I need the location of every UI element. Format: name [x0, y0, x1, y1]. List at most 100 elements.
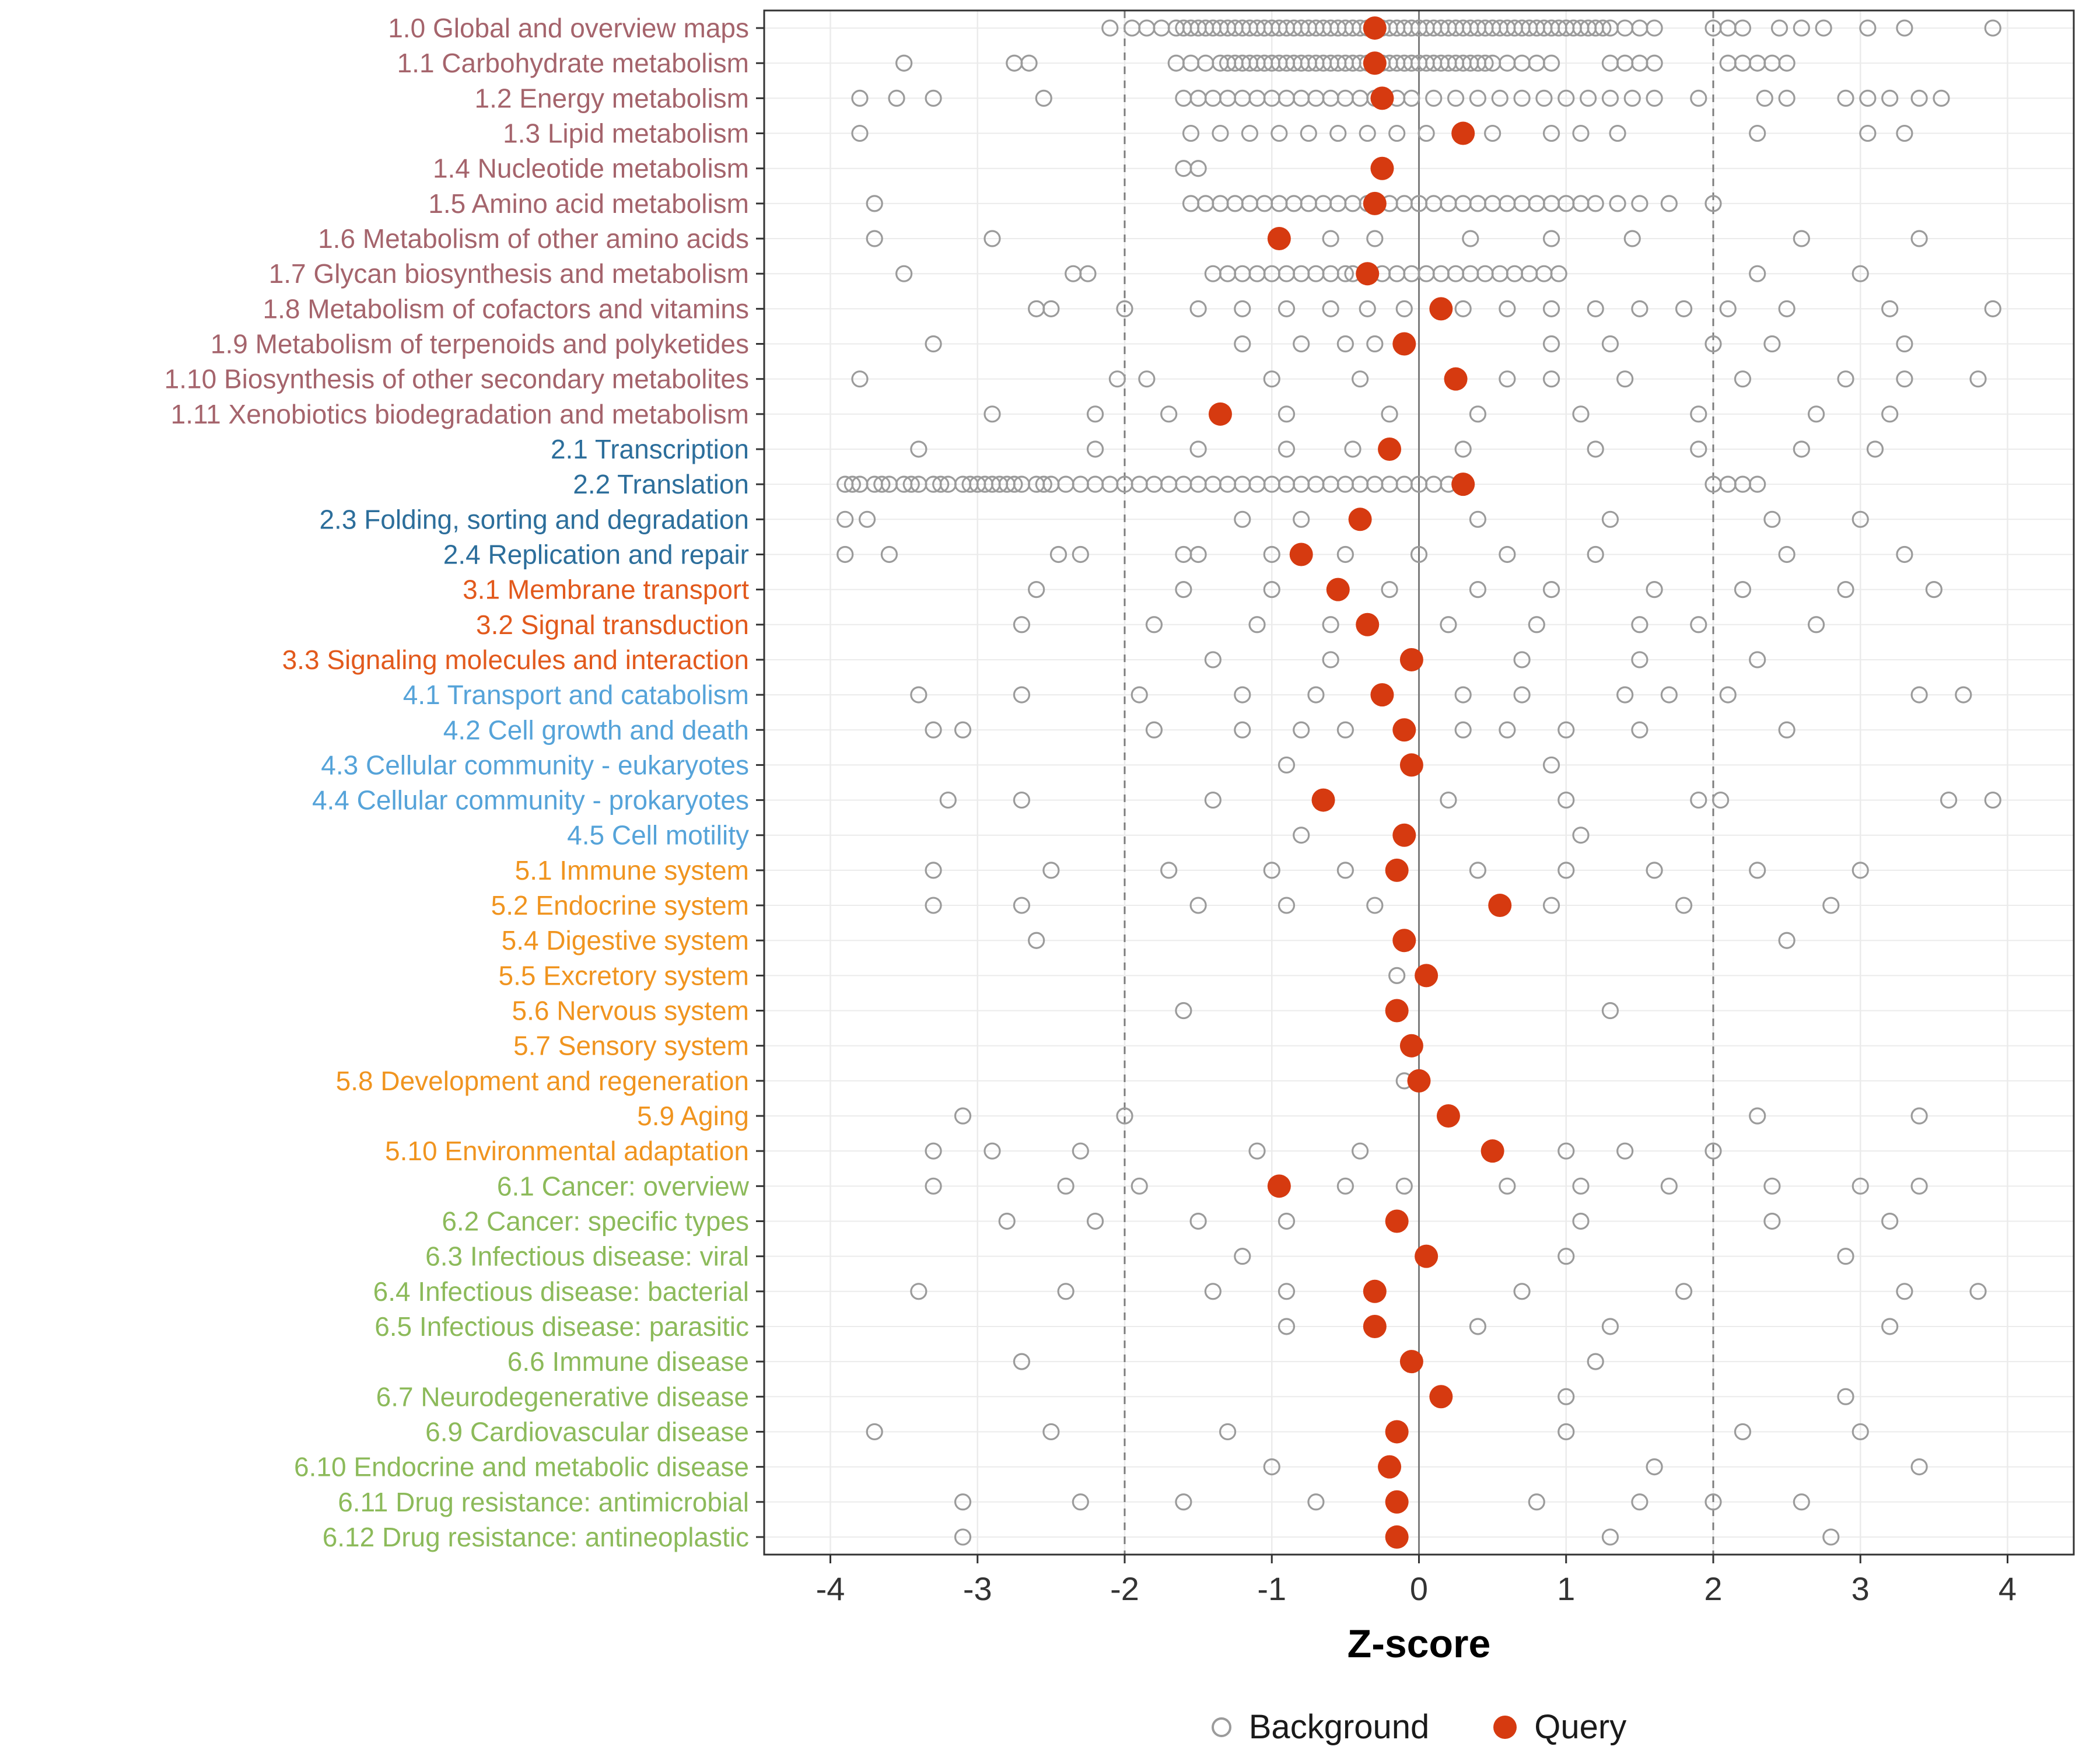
background-point — [1558, 1388, 1575, 1405]
background-point — [1807, 616, 1825, 634]
background-point — [1189, 897, 1207, 914]
y-axis-label: 6.10 Endocrine and metabolic disease — [294, 1452, 749, 1482]
y-axis-label: 2.2 Translation — [573, 469, 749, 499]
background-point — [1881, 1318, 1899, 1335]
background-point — [1910, 1107, 1928, 1125]
query-point — [1378, 437, 1402, 461]
background-point — [1690, 791, 1707, 809]
background-point — [1219, 1423, 1237, 1441]
background-point — [1336, 862, 1354, 879]
x-tick-label: -4 — [816, 1570, 845, 1607]
background-point — [1138, 370, 1156, 388]
query-point — [1348, 508, 1372, 531]
y-axis-label: 1.11 Xenobiotics biodegradation and meta… — [171, 399, 749, 429]
background-point — [1704, 1142, 1722, 1160]
background-point — [1454, 300, 1472, 317]
background-point — [1189, 440, 1207, 458]
background-point — [954, 1493, 972, 1511]
background-point — [851, 89, 869, 107]
y-axis-label: 1.8 Metabolism of cofactors and vitamins — [263, 293, 749, 324]
background-point — [1499, 1177, 1516, 1195]
background-point — [1278, 300, 1296, 317]
background-point — [1388, 124, 1406, 142]
background-point — [1263, 1458, 1280, 1476]
background-point — [1042, 1423, 1060, 1441]
query-point — [1326, 578, 1350, 601]
background-point — [1042, 862, 1060, 879]
y-axis-label: 4.2 Cell growth and death — [443, 715, 749, 745]
y-axis-label: 1.2 Energy metabolism — [475, 83, 749, 113]
background-point — [1469, 1318, 1486, 1335]
background-point — [1049, 545, 1068, 564]
background-point — [1896, 124, 1913, 142]
background-point — [1896, 19, 1913, 37]
background-point — [1469, 510, 1486, 528]
background-point-icon — [1211, 1717, 1231, 1737]
background-point — [1601, 335, 1619, 353]
background-point — [1881, 1212, 1899, 1230]
background-point — [1513, 651, 1531, 668]
background-point — [1756, 89, 1773, 107]
y-axis-label: 6.2 Cancer: specific types — [442, 1206, 749, 1236]
background-point — [1425, 89, 1443, 107]
background-point — [1542, 897, 1560, 914]
background-point — [1469, 89, 1486, 107]
background-point — [1263, 370, 1280, 388]
background-point — [1476, 54, 1494, 72]
background-point — [1234, 300, 1251, 317]
background-point — [1631, 721, 1648, 738]
background-point — [1352, 370, 1369, 388]
background-point — [1749, 862, 1766, 879]
query-point — [1392, 718, 1416, 742]
background-point — [1263, 862, 1280, 879]
background-point — [1558, 862, 1575, 879]
background-point — [1778, 89, 1796, 107]
background-point — [954, 721, 972, 738]
background-point — [1013, 616, 1031, 634]
background-point — [1837, 581, 1854, 598]
background-point — [1601, 1318, 1619, 1335]
background-point — [1300, 124, 1317, 142]
background-point — [1020, 54, 1038, 72]
background-point — [1028, 581, 1045, 598]
y-axis-label: 6.11 Drug resistance: antimicrobial — [338, 1487, 749, 1517]
background-point — [1837, 370, 1854, 388]
query-point — [1370, 156, 1394, 180]
background-point — [1793, 230, 1810, 247]
background-point — [1072, 1142, 1089, 1160]
query-point — [1451, 121, 1475, 145]
background-point — [1381, 405, 1398, 423]
y-axis-label: 4.1 Transport and catabolism — [403, 680, 749, 710]
background-point — [1763, 1177, 1781, 1195]
background-point — [1859, 19, 1877, 37]
query-point — [1385, 1490, 1409, 1514]
background-point — [1587, 1353, 1604, 1370]
background-point — [1101, 19, 1119, 37]
background-point — [1160, 862, 1178, 879]
background-point — [1329, 124, 1347, 142]
background-point — [1293, 510, 1310, 528]
background-point — [1307, 1493, 1325, 1511]
background-point — [1528, 616, 1545, 634]
background-point — [1837, 1388, 1854, 1405]
legend-item-query: Query — [1493, 1707, 1626, 1746]
query-point — [1444, 367, 1468, 391]
background-point — [1704, 1493, 1722, 1511]
background-point — [1278, 1283, 1296, 1300]
background-point — [1145, 721, 1163, 738]
background-point — [1013, 897, 1031, 914]
x-tick-label: 1 — [1557, 1570, 1575, 1607]
background-point — [1278, 405, 1296, 423]
background-point — [1896, 370, 1913, 388]
background-point — [1322, 300, 1339, 317]
background-point — [1631, 195, 1648, 212]
background-point — [910, 440, 928, 458]
background-point — [1969, 1283, 1987, 1300]
background-point — [1660, 195, 1678, 212]
query-point — [1363, 51, 1387, 75]
background-point — [1189, 1212, 1207, 1230]
background-point — [1028, 932, 1045, 949]
y-axis-label: 2.4 Replication and repair — [443, 539, 749, 569]
background-point — [1469, 581, 1486, 598]
background-point — [1057, 1177, 1074, 1195]
